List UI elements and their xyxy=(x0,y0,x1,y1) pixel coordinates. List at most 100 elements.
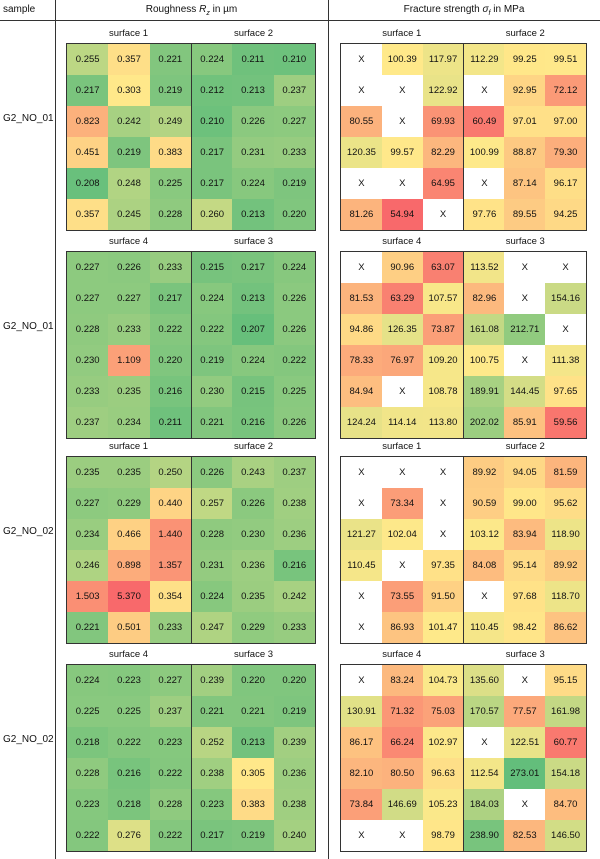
fracture-cell: 113.52 xyxy=(463,252,505,283)
roughness-heatmap: surface 1 surface 2 0.235 0.235 0.250 0.226 0.… xyxy=(66,439,316,644)
roughness-cell: 0.224 xyxy=(190,283,233,314)
header-roughness: Roughness Rz in µm xyxy=(145,4,238,17)
roughness-cell: 0.220 xyxy=(273,665,315,696)
fracture-cell: 113.80 xyxy=(422,407,464,438)
roughness-cell: 1.109 xyxy=(108,345,150,376)
fracture-cell: 99.51 xyxy=(545,44,586,75)
fracture-cell: 189.91 xyxy=(463,376,505,407)
fracture-cell: 107.57 xyxy=(422,283,464,314)
roughness-cell: 0.222 xyxy=(149,758,191,789)
surface-title: surface 3 xyxy=(505,649,545,660)
surface-title: surface 1 xyxy=(382,28,422,39)
roughness-cell: 0.217 xyxy=(190,137,233,168)
fracture-cell: 122.92 xyxy=(422,75,464,106)
fracture-cell: 72.12 xyxy=(545,75,586,106)
fracture-cell: X xyxy=(545,252,586,283)
roughness-cell: 0.227 xyxy=(273,106,315,137)
roughness-cell: 0.222 xyxy=(190,314,233,345)
roughness-cell: 0.236 xyxy=(273,519,315,550)
fracture-heatmap: surface 1 surface 2 X 100.39 117.97 112.29 99.… xyxy=(340,26,587,231)
fracture-cell: 98.79 xyxy=(422,820,464,851)
roughness-cell: 0.226 xyxy=(273,314,315,345)
roughness-cell: 5.370 xyxy=(108,581,150,612)
fracture-cell: 59.56 xyxy=(545,407,586,438)
fracture-cell: X xyxy=(341,665,382,696)
roughness-cell: 0.225 xyxy=(149,168,191,199)
roughness-grid: 0.224 0.223 0.227 0.239 0.220 0.220 0.225 0.225… xyxy=(66,664,316,852)
fracture-cell: 97.76 xyxy=(463,199,505,230)
fracture-cell: 71.32 xyxy=(381,696,423,727)
fracture-cell: X xyxy=(381,820,423,851)
roughness-cell: 0.219 xyxy=(232,820,274,851)
fracture-cell: 118.90 xyxy=(545,519,586,550)
roughness-cell: 0.242 xyxy=(108,106,150,137)
fracture-cell: X xyxy=(341,457,382,488)
roughness-cell: 0.212 xyxy=(190,75,233,106)
roughness-cell: 0.305 xyxy=(232,758,274,789)
fracture-cell: 85.91 xyxy=(504,407,546,438)
roughness-cell: 0.222 xyxy=(149,820,191,851)
roughness-cell: 0.226 xyxy=(232,488,274,519)
column-divider-left xyxy=(55,0,56,859)
fracture-cell: X xyxy=(341,75,382,106)
roughness-heatmap: surface 4 surface 3 0.227 0.226 0.233 0.215 0.… xyxy=(66,234,316,439)
fracture-cell: 154.18 xyxy=(545,758,586,789)
fracture-cell: 94.86 xyxy=(341,314,382,345)
fracture-cell: 89.92 xyxy=(545,550,586,581)
fracture-cell: 91.50 xyxy=(422,581,464,612)
roughness-cell: 0.210 xyxy=(273,44,315,75)
roughness-cell: 0.440 xyxy=(149,488,191,519)
roughness-cell: 0.223 xyxy=(190,789,233,820)
fracture-cell: 97.01 xyxy=(504,106,546,137)
fracture-cell: 184.03 xyxy=(463,789,505,820)
fracture-cell: 161.98 xyxy=(545,696,586,727)
roughness-cell: 1.357 xyxy=(149,550,191,581)
fracture-cell: 63.29 xyxy=(381,283,423,314)
roughness-cell: 0.228 xyxy=(67,758,109,789)
fracture-grid: X 90.96 63.07 113.52 X X 81.53 63.29 107.57 82.96… xyxy=(340,251,587,439)
fracture-cell: 104.73 xyxy=(422,665,464,696)
fracture-cell: 90.96 xyxy=(381,252,423,283)
roughness-cell: 0.238 xyxy=(190,758,233,789)
roughness-cell: 0.227 xyxy=(108,283,150,314)
fracture-cell: 101.47 xyxy=(422,612,464,643)
fracture-cell: 121.27 xyxy=(341,519,382,550)
fracture-cell: 130.91 xyxy=(341,696,382,727)
roughness-cell: 0.226 xyxy=(273,407,315,438)
roughness-cell: 0.215 xyxy=(190,252,233,283)
fracture-cell: 202.02 xyxy=(463,407,505,438)
roughness-cell: 0.207 xyxy=(232,314,274,345)
roughness-cell: 0.245 xyxy=(108,199,150,230)
roughness-cell: 0.229 xyxy=(108,488,150,519)
fracture-cell: 82.53 xyxy=(504,820,546,851)
roughness-cell: 0.224 xyxy=(190,44,233,75)
roughness-cell: 0.217 xyxy=(190,168,233,199)
roughness-cell: 0.823 xyxy=(67,106,109,137)
roughness-cell: 0.233 xyxy=(273,137,315,168)
fracture-cell: X xyxy=(341,252,382,283)
roughness-cell: 0.218 xyxy=(67,727,109,758)
fracture-cell: 154.16 xyxy=(545,283,586,314)
roughness-cell: 0.230 xyxy=(190,376,233,407)
fracture-cell: 120.35 xyxy=(341,137,382,168)
roughness-cell: 0.235 xyxy=(67,457,109,488)
roughness-cell: 0.240 xyxy=(273,820,315,851)
roughness-cell: 0.248 xyxy=(108,168,150,199)
surface-title: surface 4 xyxy=(382,236,422,247)
surface-title: surface 4 xyxy=(108,649,149,660)
fracture-cell: 100.75 xyxy=(463,345,505,376)
fracture-cell: X xyxy=(381,376,423,407)
fracture-cell: 54.94 xyxy=(381,199,423,230)
surface-title: surface 3 xyxy=(233,236,274,247)
roughness-cell: 0.354 xyxy=(149,581,191,612)
fracture-grid: X 100.39 117.97 112.29 99.25 99.51 X X 122.92 X 92… xyxy=(340,43,587,231)
fracture-cell: 117.97 xyxy=(422,44,464,75)
roughness-cell: 0.236 xyxy=(232,550,274,581)
roughness-cell: 0.221 xyxy=(190,407,233,438)
roughness-cell: 0.225 xyxy=(108,696,150,727)
roughness-cell: 0.237 xyxy=(67,407,109,438)
fracture-cell: 84.08 xyxy=(463,550,505,581)
roughness-cell: 0.466 xyxy=(108,519,150,550)
surface-title: surface 2 xyxy=(505,28,545,39)
roughness-cell: 0.222 xyxy=(273,345,315,376)
